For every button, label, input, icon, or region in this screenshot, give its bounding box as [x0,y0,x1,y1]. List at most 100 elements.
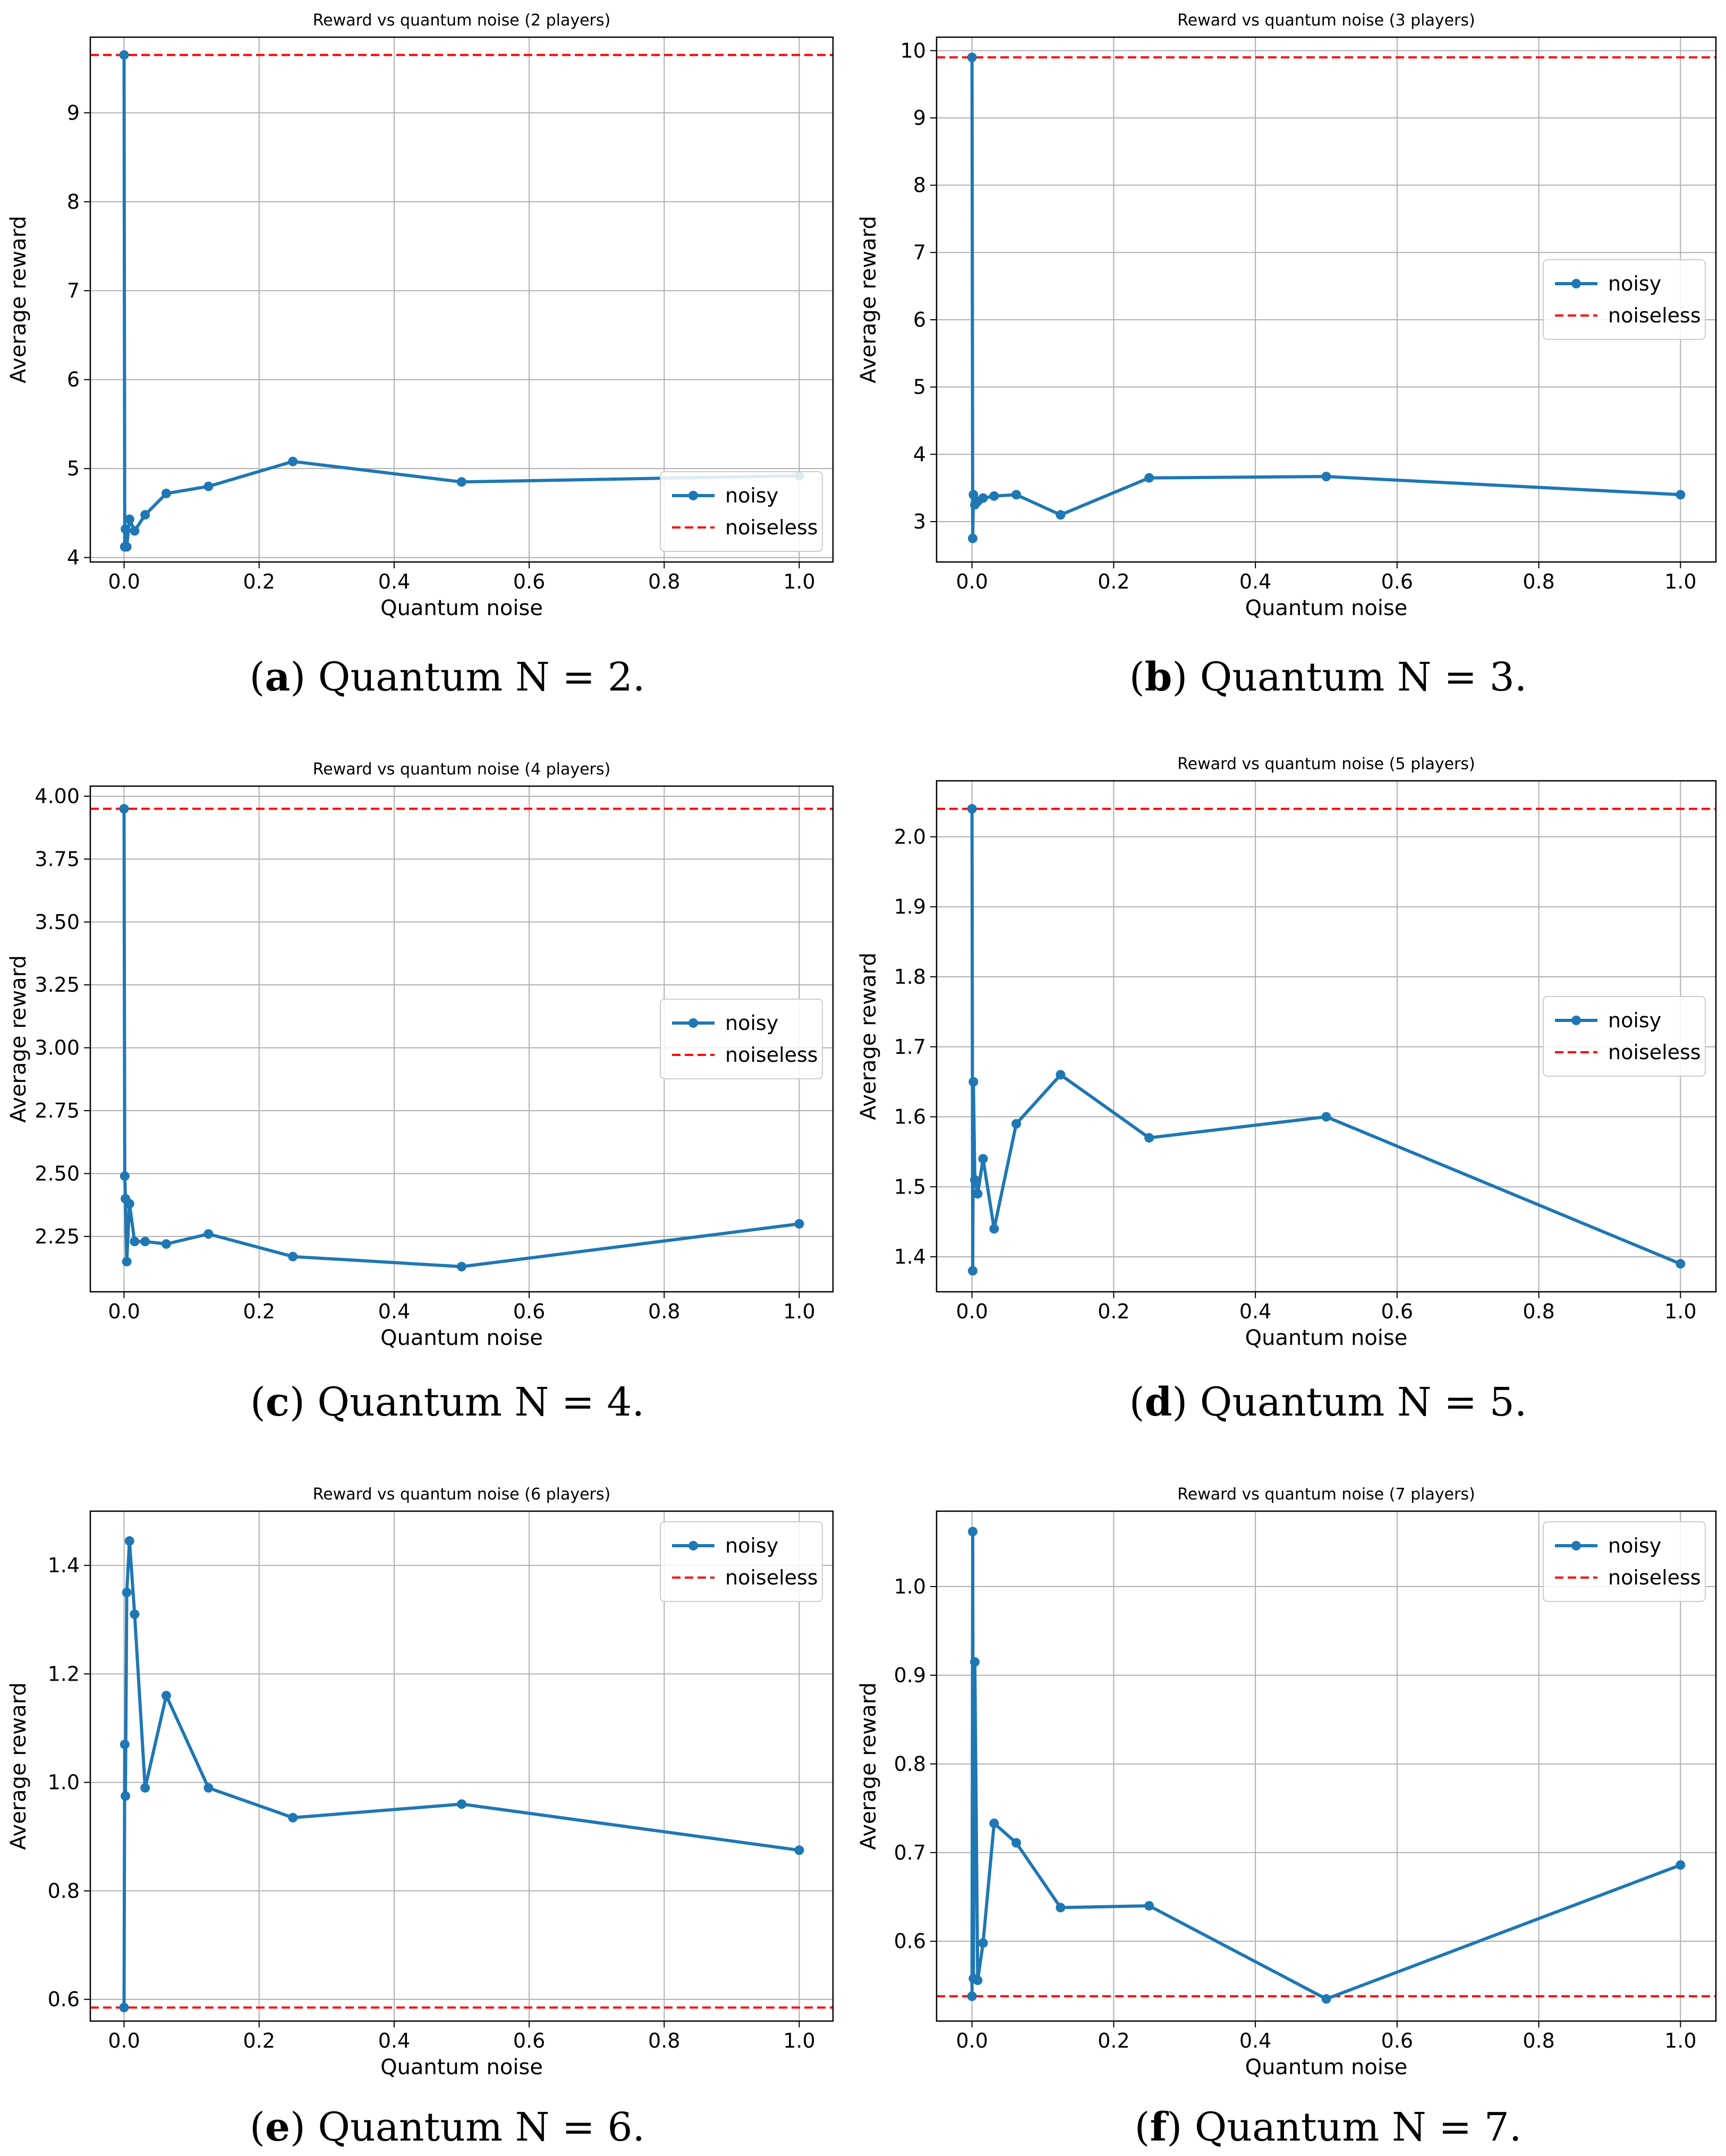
noisy-data-point [1056,510,1066,520]
x-axis-label: Quantum noise [380,596,543,620]
legend-noiseless-label: noiseless [725,1566,818,1589]
noisy-data-point [121,524,131,534]
caption-text: Quantum N = 6. [305,2104,645,2150]
y-tick-label: 0.8 [894,1752,926,1776]
caption-letter: f [1150,2104,1169,2150]
y-tick-label: 3.25 [35,973,80,996]
x-tick-label: 1.0 [783,570,815,593]
caption-text: Quantum N = 3. [1187,654,1527,700]
y-tick-label: 7 [913,241,926,264]
plot-frame [89,36,834,563]
x-tick-label: 1.0 [783,2029,815,2052]
x-tick-label: 0.4 [378,1300,410,1323]
plot-frame [936,1510,1717,2022]
noisy-data-point [1321,1112,1331,1122]
chart-panel-5: Reward vs quantum noise (6 players) 0.0 0.… [6,1485,834,2080]
legend: noisy noiseless [1543,1521,1706,1602]
noisy-data-point [1144,1901,1154,1911]
x-tick-label: 0.4 [1239,570,1271,593]
noisy-data-point [1321,472,1331,482]
y-tick-label: 2.0 [894,825,926,848]
caption-letter: b [1145,654,1172,700]
legend-box [1543,1521,1706,1602]
legend-noiseless-label: noiseless [725,516,818,539]
y-tick-label: 4 [913,442,926,466]
noisy-data-point [122,1588,132,1598]
y-tick-label: 1.4 [894,1245,926,1268]
noisy-data-point [119,2002,129,2013]
noisy-data-point [968,1527,978,1537]
y-tick-label: 9 [913,106,926,130]
x-tick-label: 1.0 [1664,570,1696,593]
y-tick-label: 6 [67,368,80,391]
caption-letter: c [266,1379,290,1425]
noisy-data-point [140,510,150,520]
caption-paren-open: ( [1129,654,1145,700]
noisy-data-point [1676,490,1686,500]
noisy-data-point [967,804,977,814]
caption-paren-open: ( [1129,1379,1145,1425]
noisy-data-point [161,1239,171,1249]
noisy-data-point [140,1783,150,1793]
caption-text: Quantum N = 7. [1182,2104,1521,2150]
caption-paren-close: ) [290,2104,305,2150]
x-tick-label: 0.2 [243,1300,275,1323]
y-tick-label: 5 [67,457,80,480]
y-tick-label: 0.6 [894,1930,926,1953]
legend-noisy-label: noisy [1608,272,1661,295]
caption-paren-open: ( [250,2104,265,2150]
plot-frame [936,36,1717,563]
legend-noisy-label: noisy [1608,1009,1661,1032]
chart-title: Reward vs quantum noise (2 players) [313,11,610,30]
y-tick-label: 2.50 [35,1162,80,1185]
legend: noisy noiseless [660,999,823,1079]
legend: noisy noiseless [1543,996,1706,1077]
caption-paren-close: ) [290,654,305,700]
caption-paren-close: ) [1172,1379,1187,1425]
noisy-data-point [1011,490,1022,500]
y-axis-label: Average reward [856,1682,881,1850]
y-tick-label: 5 [913,376,926,399]
noisy-series-line [970,808,1681,1273]
legend-noisy-marker [688,1018,698,1028]
noisy-data-point [130,1609,140,1620]
y-tick-label: 0.8 [48,1879,80,1903]
y-axis-label: Average reward [856,952,881,1120]
y-axis-label: Average reward [6,216,31,384]
legend: noisy noiseless [1543,259,1706,340]
legend-noisy-marker [688,491,698,500]
x-tick-label: 0.6 [513,570,545,593]
noisy-data-point [978,493,988,503]
noisy-data-point [124,1536,134,1546]
y-tick-label: 1.5 [894,1175,926,1198]
noisy-series-line [122,1539,800,2008]
y-tick-label: 4 [67,546,80,569]
noisy-data-point [124,1199,134,1209]
chart-panel-3: Reward vs quantum noise (4 players) 0.0 0.… [6,760,834,1350]
x-tick-label: 0.8 [1523,2029,1554,2052]
legend-noiseless-label: noiseless [1608,1041,1701,1064]
subfigure-caption: (c) Quantum N = 4. [250,1379,644,1425]
x-tick-label: 1.0 [1664,2029,1696,2052]
x-tick-label: 0.2 [243,2029,275,2052]
legend-box [660,471,823,552]
legend-noiseless-label: noiseless [725,1043,818,1067]
x-tick-label: 0.6 [513,1300,545,1323]
plot-frame [89,1510,834,2022]
noisy-data-point [121,1791,131,1801]
y-tick-label: 6 [913,308,926,331]
y-axis-label: Average reward [6,955,31,1123]
caption-paren-close: ) [290,1379,305,1425]
caption-text: Quantum N = 5. [1187,1379,1527,1425]
noisy-data-point [119,804,129,814]
y-tick-label: 0.7 [894,1841,926,1864]
legend-box [660,999,823,1079]
y-tick-label: 1.4 [48,1554,80,1577]
noisy-data-point [120,1171,130,1181]
subfigure-caption: (a) Quantum N = 2. [250,654,645,700]
caption-letter: d [1145,1379,1172,1425]
noisy-data-point [122,1257,132,1267]
chart-panel-4: Reward vs quantum noise (5 players) 0.0 0.… [856,755,1717,1350]
x-tick-label: 0.0 [956,1300,988,1323]
plot-frame [936,780,1717,1293]
